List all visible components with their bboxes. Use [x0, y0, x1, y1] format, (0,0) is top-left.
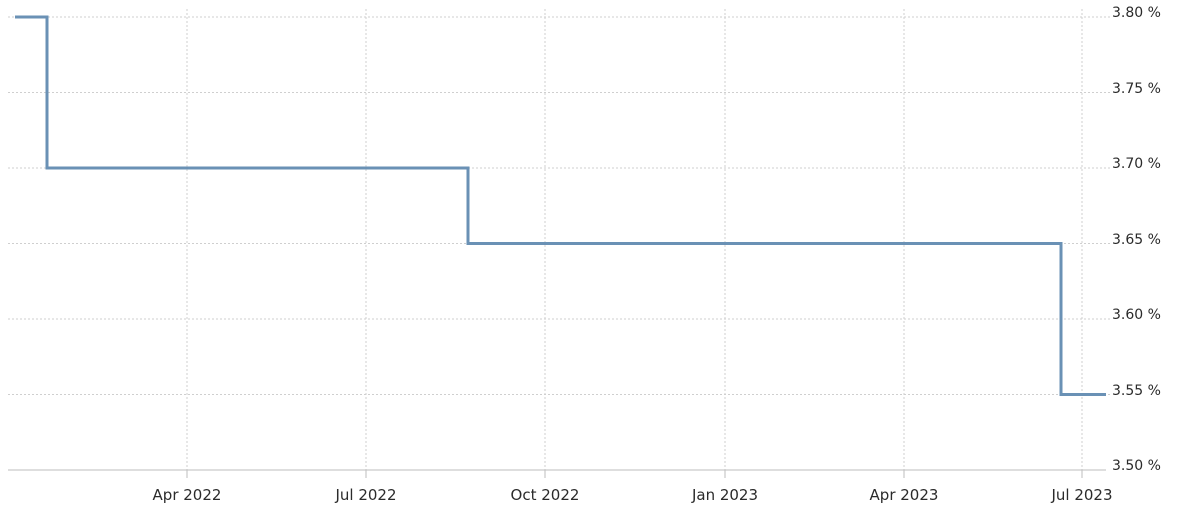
x-tick-label: Oct 2022 [511, 486, 580, 504]
axes [8, 469, 1106, 478]
y-tick-label: 3.75 % [1112, 81, 1161, 97]
x-tick-label: Apr 2023 [870, 486, 939, 504]
x-tick-label: Jul 2022 [334, 486, 396, 504]
series-line [15, 15, 1106, 396]
y-axis-labels: 3.80 % 3.75 % 3.70 % 3.65 % 3.60 % 3.55 … [1112, 5, 1161, 474]
x-tick-label: Apr 2022 [153, 486, 222, 504]
y-tick-label: 3.80 % [1112, 5, 1161, 21]
x-tick-label: Jul 2023 [1050, 486, 1112, 504]
series-layer [15, 15, 1106, 396]
y-tick-label: 3.60 % [1112, 307, 1161, 323]
y-tick-label: 3.55 % [1112, 383, 1161, 399]
x-tick-label: Jan 2023 [691, 486, 758, 504]
y-tick-label: 3.50 % [1112, 458, 1161, 474]
y-tick-label: 3.70 % [1112, 156, 1161, 172]
x-axis-labels: Apr 2022 Jul 2022 Oct 2022 Jan 2023 Apr … [153, 486, 1113, 504]
y-tick-label: 3.65 % [1112, 232, 1161, 248]
grid-lines [8, 9, 1110, 470]
